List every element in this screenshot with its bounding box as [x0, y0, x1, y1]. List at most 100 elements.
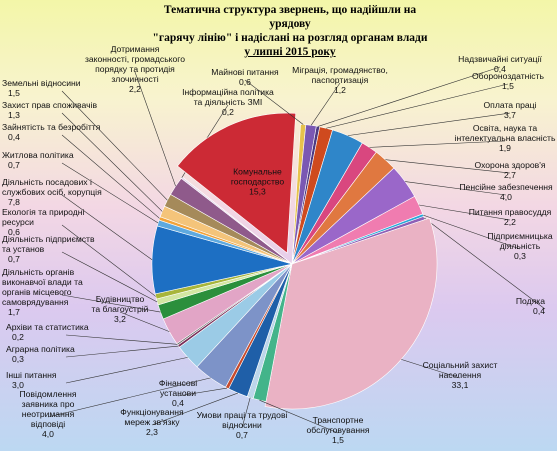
- slice-label-line: установи: [160, 388, 196, 398]
- slice-label-line: Екологія та природні: [2, 207, 85, 217]
- leader-line: [151, 392, 238, 426]
- slice-label: Інші питання 3,0: [6, 370, 57, 390]
- slice-value: 2,2: [129, 84, 141, 94]
- slice-label: Майнові питання 0,6: [211, 67, 279, 87]
- leader-line: [369, 140, 506, 148]
- slice-label-line: Аграрна політика: [6, 344, 75, 354]
- slice-label-line: неотримання: [22, 409, 75, 419]
- chart-title: Тематична структура звернень, що надійшл…: [150, 3, 430, 59]
- slice-label: Інформаційна політика та діяльність ЗМІ 0,…: [182, 87, 274, 117]
- slice-value: 2,3: [146, 427, 158, 437]
- leader-line: [241, 397, 251, 429]
- leader-line: [61, 194, 153, 261]
- leader-line: [418, 204, 511, 221]
- leader-line: [119, 311, 170, 332]
- slice-label-line: Земельні відносини: [2, 78, 81, 88]
- chart-title-line-1: Тематична структура звернень, що надійшл…: [163, 4, 417, 30]
- slice-label: Оплата праці 3,7: [484, 100, 537, 120]
- slice-label-line: господарство: [231, 177, 285, 187]
- slice-label-line: Архіви та статистика: [6, 322, 89, 332]
- slice-label-line: виконавчої влади та: [2, 277, 83, 287]
- slice-value: 3,0: [12, 380, 24, 390]
- slice-value: 0,6: [239, 77, 251, 87]
- slice-value: 1,5: [332, 435, 344, 445]
- leader-line: [65, 357, 188, 384]
- leader-line: [326, 83, 509, 129]
- slice-label-line: самоврядування: [2, 297, 69, 307]
- slice-label-line: інтелектуальна власність: [455, 133, 556, 143]
- slice-value: 7,8: [8, 197, 20, 207]
- slice-value: 33,1: [452, 380, 469, 390]
- leader-line: [244, 79, 304, 125]
- slice-value: 0,4: [533, 306, 545, 316]
- slice-value: 4,0: [42, 429, 54, 439]
- slice-label-line: обслуговування: [306, 425, 369, 435]
- slice-label-line: Інші питання: [6, 370, 57, 380]
- slice-label-line: Комунальне: [233, 167, 282, 177]
- leader-line: [423, 214, 521, 250]
- slice-label-line: Діяльність органів: [2, 267, 75, 277]
- slice-label-line: органів місцевого: [2, 287, 72, 297]
- slice-label-line: та установ: [2, 244, 45, 254]
- slice-label-line: Діяльність посадових і: [2, 177, 92, 187]
- slice-label-line: відповіді: [31, 419, 65, 429]
- leader-line: [134, 71, 176, 187]
- slice-label: Підприємницька діяльність 0,3: [487, 231, 553, 261]
- slice-value: 0,3: [514, 251, 526, 261]
- slice-label-line: Функціонування: [120, 407, 184, 417]
- slice-label-line: Охорона здоров'я: [474, 160, 545, 170]
- slice-label: Питання правосуддя 2,2: [469, 207, 552, 227]
- slice-label: Міграція, громадянство, паспортизація 1,2: [292, 65, 388, 95]
- slice-label: Комунальне господарство 15,3: [231, 167, 285, 197]
- slice-value: 1,7: [8, 307, 20, 317]
- slice-label: Діяльність органів виконавчої влади та орг…: [2, 267, 83, 317]
- slice-label: Функціонування мереж зв'язку 2,3: [120, 407, 184, 437]
- slice-label-line: Міграція, громадянство,: [292, 65, 388, 75]
- leader-line: [177, 387, 228, 397]
- leader-line: [317, 66, 501, 127]
- slice-label: Архіви та статистика 0,2: [6, 322, 89, 342]
- leader-line: [401, 359, 461, 379]
- slice-label-line: Дотримання: [111, 44, 160, 54]
- leader-line: [424, 217, 546, 310]
- slice-label-line: Діяльність підприємств: [2, 234, 95, 244]
- leader-line: [405, 181, 507, 196]
- slice-value: 1,3: [8, 110, 20, 120]
- slice-value: 0,7: [236, 430, 248, 440]
- slice-label-line: відносини: [222, 420, 262, 430]
- slice-label-line: Повідомлення: [19, 389, 76, 399]
- slice-label: Екологія та природні ресурси 0,6: [2, 207, 85, 237]
- leader-line: [385, 159, 511, 174]
- leader-line: [259, 399, 339, 434]
- slice-value: 0,3: [12, 354, 24, 364]
- slice-label-line: населення: [439, 370, 482, 380]
- slice-label: Дотримання законності, громадського порядк…: [85, 44, 185, 94]
- slice-label: Повідомлення заявника про неотримання відпо…: [19, 389, 76, 439]
- leader-line: [347, 112, 511, 136]
- chart-title-line-3: у липні 2015 року: [244, 46, 336, 58]
- slice-label: Надзвичайні ситуації 0,4: [458, 54, 542, 74]
- leader-line: [61, 251, 158, 303]
- slice-label-line: Пенсійне забезпечення: [459, 182, 553, 192]
- slice-label-line: Оплата праці: [484, 100, 537, 110]
- leader-line: [61, 134, 160, 219]
- slice-label: Охорона здоров'я 2,7: [474, 160, 545, 180]
- chart-title-line-2: "гарячу лінію" і надіслані на розгляд ор…: [152, 32, 428, 44]
- slice-value: 1,2: [334, 85, 346, 95]
- slice-label-line: Умови праці та трудові: [197, 410, 288, 420]
- slice-label-line: та діяльність ЗМІ: [194, 97, 263, 107]
- slice-label-line: Будівництво: [96, 294, 145, 304]
- leader-line: [61, 294, 161, 313]
- slice-value: 0,4: [172, 398, 184, 408]
- slice-label: Транспортне обслуговування 1,5: [306, 415, 369, 445]
- slice-label-line: злочинності: [111, 74, 158, 84]
- slice-label-line: Інформаційна політика: [182, 87, 274, 97]
- leader-line: [61, 112, 163, 212]
- slice-label: Захист прав споживачів 1,3: [2, 100, 97, 120]
- slice-value: 15,3: [249, 187, 266, 197]
- slice-value: 2,7: [504, 170, 516, 180]
- slice-label: Земельні відносини 1,5: [2, 78, 81, 98]
- slice-label-line: та благоустрій: [92, 304, 149, 314]
